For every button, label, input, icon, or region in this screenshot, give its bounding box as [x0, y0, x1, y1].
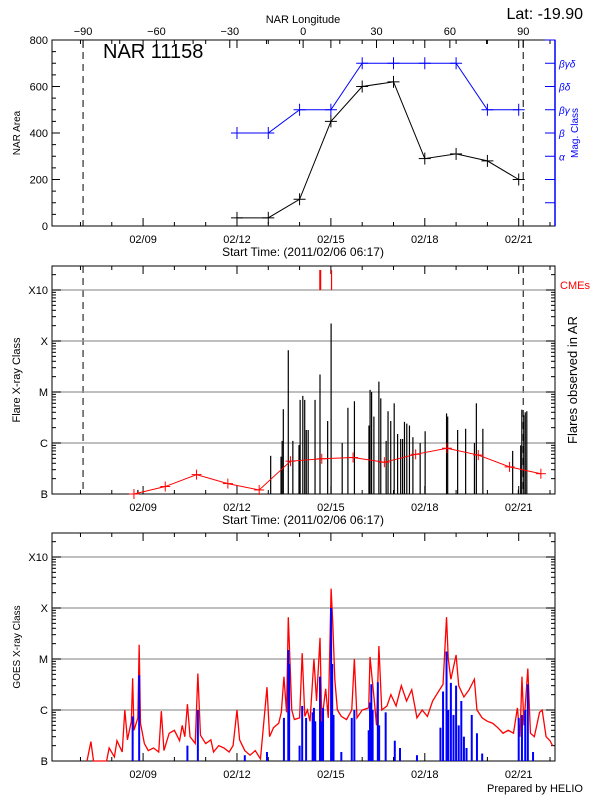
area-tick-label: 600: [30, 82, 48, 94]
start-time-label-top: Start Time: (2011/02/06 06:17): [222, 245, 384, 259]
mag-class-tick-label: β: [558, 129, 565, 140]
area-tick-label: 800: [30, 35, 48, 47]
longitude-tick-label: 0: [300, 26, 306, 38]
date-tick-label: 02/21: [505, 234, 533, 246]
region-title: NAR 11158: [103, 41, 203, 63]
date-tick-label: 02/12: [223, 502, 251, 514]
date-tick-label: 02/12: [223, 234, 251, 246]
mag-class-tick-label: βδ: [558, 83, 571, 94]
class-tick-label: X10: [28, 552, 48, 564]
class-tick-label: X: [41, 603, 49, 615]
flares-observed-axis-label: Flares observed in AR: [565, 316, 580, 444]
mag-class-series-line: [236, 62, 519, 134]
panel-frame-3: [51, 532, 556, 762]
area-series-line: [236, 81, 519, 219]
class-tick-label: M: [39, 654, 48, 666]
area-axis-label: NAR Area: [12, 110, 23, 155]
panel-frame-2: [51, 265, 556, 495]
date-tick-label: 02/21: [505, 769, 533, 781]
date-tick-label: 02/15: [317, 769, 345, 781]
cme-label: CMEs: [560, 280, 590, 292]
date-tick-label: 02/15: [317, 234, 345, 246]
class-tick-label: B: [41, 489, 48, 501]
credit-label: Prepared by HELIO: [487, 783, 583, 795]
class-tick-label: M: [39, 387, 48, 399]
longitude-tick-label: −90: [74, 26, 93, 38]
goes-class-axis-label: GOES X-ray Class: [12, 605, 23, 688]
date-tick-label: 02/21: [505, 502, 533, 514]
longitude-tick-label: −60: [147, 26, 166, 38]
class-tick-label: B: [41, 756, 48, 768]
date-tick-label: 02/09: [129, 769, 157, 781]
area-tick-label: 200: [30, 175, 48, 187]
goes-long-channel-line: [86, 588, 554, 762]
mag-class-axis-label: Mag. Class: [570, 108, 581, 158]
date-tick-label: 02/18: [411, 769, 439, 781]
date-tick-label: 02/09: [129, 234, 157, 246]
area-tick-label: 400: [30, 128, 48, 140]
longitude-tick-label: 30: [370, 26, 382, 38]
date-tick-label: 02/18: [411, 234, 439, 246]
class-tick-label: C: [40, 438, 48, 450]
longitude-tick-label: 90: [517, 26, 529, 38]
mag-class-tick-label: βγ: [558, 106, 571, 117]
class-tick-label: X: [41, 336, 49, 348]
mag-class-tick-label: βγδ: [558, 59, 576, 70]
longitude-tick-label: −30: [220, 26, 239, 38]
top-axis-title: NAR Longitude: [266, 14, 341, 26]
longitude-tick-label: 60: [444, 26, 456, 38]
area-tick-label: 0: [42, 221, 48, 233]
date-tick-label: 02/18: [411, 502, 439, 514]
class-tick-label: X10: [28, 285, 48, 297]
date-tick-label: 02/09: [129, 502, 157, 514]
flare-rate-line: [133, 447, 541, 495]
date-tick-label: 02/15: [317, 502, 345, 514]
mag-class-tick-label: α: [559, 152, 565, 163]
class-tick-label: C: [40, 705, 48, 717]
flare-class-axis-label: Flare X-ray Class: [11, 337, 23, 422]
start-time-label-middle: Start Time: (2011/02/06 06:17): [222, 513, 384, 527]
chart-marks: 02/09 02/12 02/15 02/18 02/21 02/09 02/12 02/15…: [28, 26, 575, 781]
date-tick-label: 02/12: [223, 769, 251, 781]
latitude-label: Lat: -19.90: [507, 6, 584, 23]
